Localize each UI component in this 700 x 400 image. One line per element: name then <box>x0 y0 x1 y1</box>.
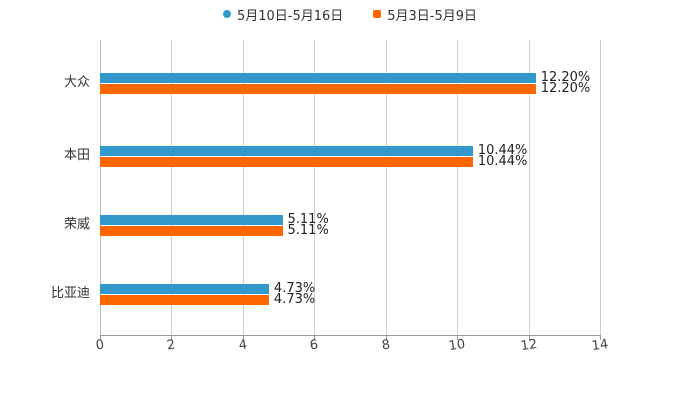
legend-marker-orange-icon <box>373 10 382 18</box>
gridline <box>385 40 387 335</box>
legend-label: 5月10日-5月16日 <box>236 8 344 24</box>
value-label: 4.73% <box>273 281 316 296</box>
axis-tick <box>385 335 387 340</box>
bar <box>100 215 283 225</box>
axis-tick <box>242 335 244 340</box>
value-label: 4.73% <box>273 292 316 307</box>
bar <box>100 226 283 236</box>
x-tick-label: 10 <box>447 336 467 355</box>
gridline <box>600 40 601 335</box>
axis-tick <box>100 335 101 340</box>
chart-legend: 5月10日-5月16日 5月3日-5月9日 <box>0 4 700 24</box>
bar <box>100 157 473 167</box>
category-label: 荣威 <box>63 217 90 232</box>
bar <box>100 284 269 294</box>
axis-tick <box>600 335 601 340</box>
x-tick-label: 4 <box>237 337 248 354</box>
bar <box>100 146 473 156</box>
axis-tick <box>314 335 316 340</box>
value-label: 12.20% <box>540 81 591 96</box>
x-tick-label: 12 <box>519 336 538 355</box>
bar <box>100 73 536 83</box>
axis-tick <box>528 335 530 340</box>
gridline <box>314 40 316 335</box>
x-tick-label: 2 <box>166 337 177 354</box>
value-label: 5.11% <box>287 212 329 227</box>
value-label: 12.20% <box>540 70 591 85</box>
axis-tick <box>457 335 459 340</box>
value-label: 10.44% <box>477 143 528 158</box>
gridline <box>528 40 530 335</box>
value-label: 10.44% <box>477 154 528 169</box>
bar <box>100 295 269 305</box>
legend-marker-blue-icon <box>222 10 231 18</box>
gridline <box>457 40 459 335</box>
category-label: 比亚迪 <box>50 286 90 301</box>
gridline <box>171 40 173 335</box>
category-label: 本田 <box>63 148 90 163</box>
category-label: 大众 <box>63 75 90 90</box>
x-tick-label: 0 <box>94 337 106 354</box>
x-tick-label: 14 <box>590 336 610 355</box>
gridline <box>242 40 244 335</box>
value-label: 5.11% <box>287 223 329 238</box>
x-tick-label: 8 <box>380 337 391 354</box>
legend-item-series-2[interactable]: 5月3日-5月9日 <box>373 4 477 24</box>
legend-label: 5月3日-5月9日 <box>387 8 478 24</box>
x-axis-line <box>100 335 600 336</box>
axis-tick <box>171 335 173 340</box>
x-tick-label: 6 <box>309 337 320 354</box>
bar <box>100 84 536 94</box>
legend-item-series-1[interactable]: 5月10日-5月16日 <box>222 4 344 24</box>
y-axis-line <box>100 40 101 335</box>
